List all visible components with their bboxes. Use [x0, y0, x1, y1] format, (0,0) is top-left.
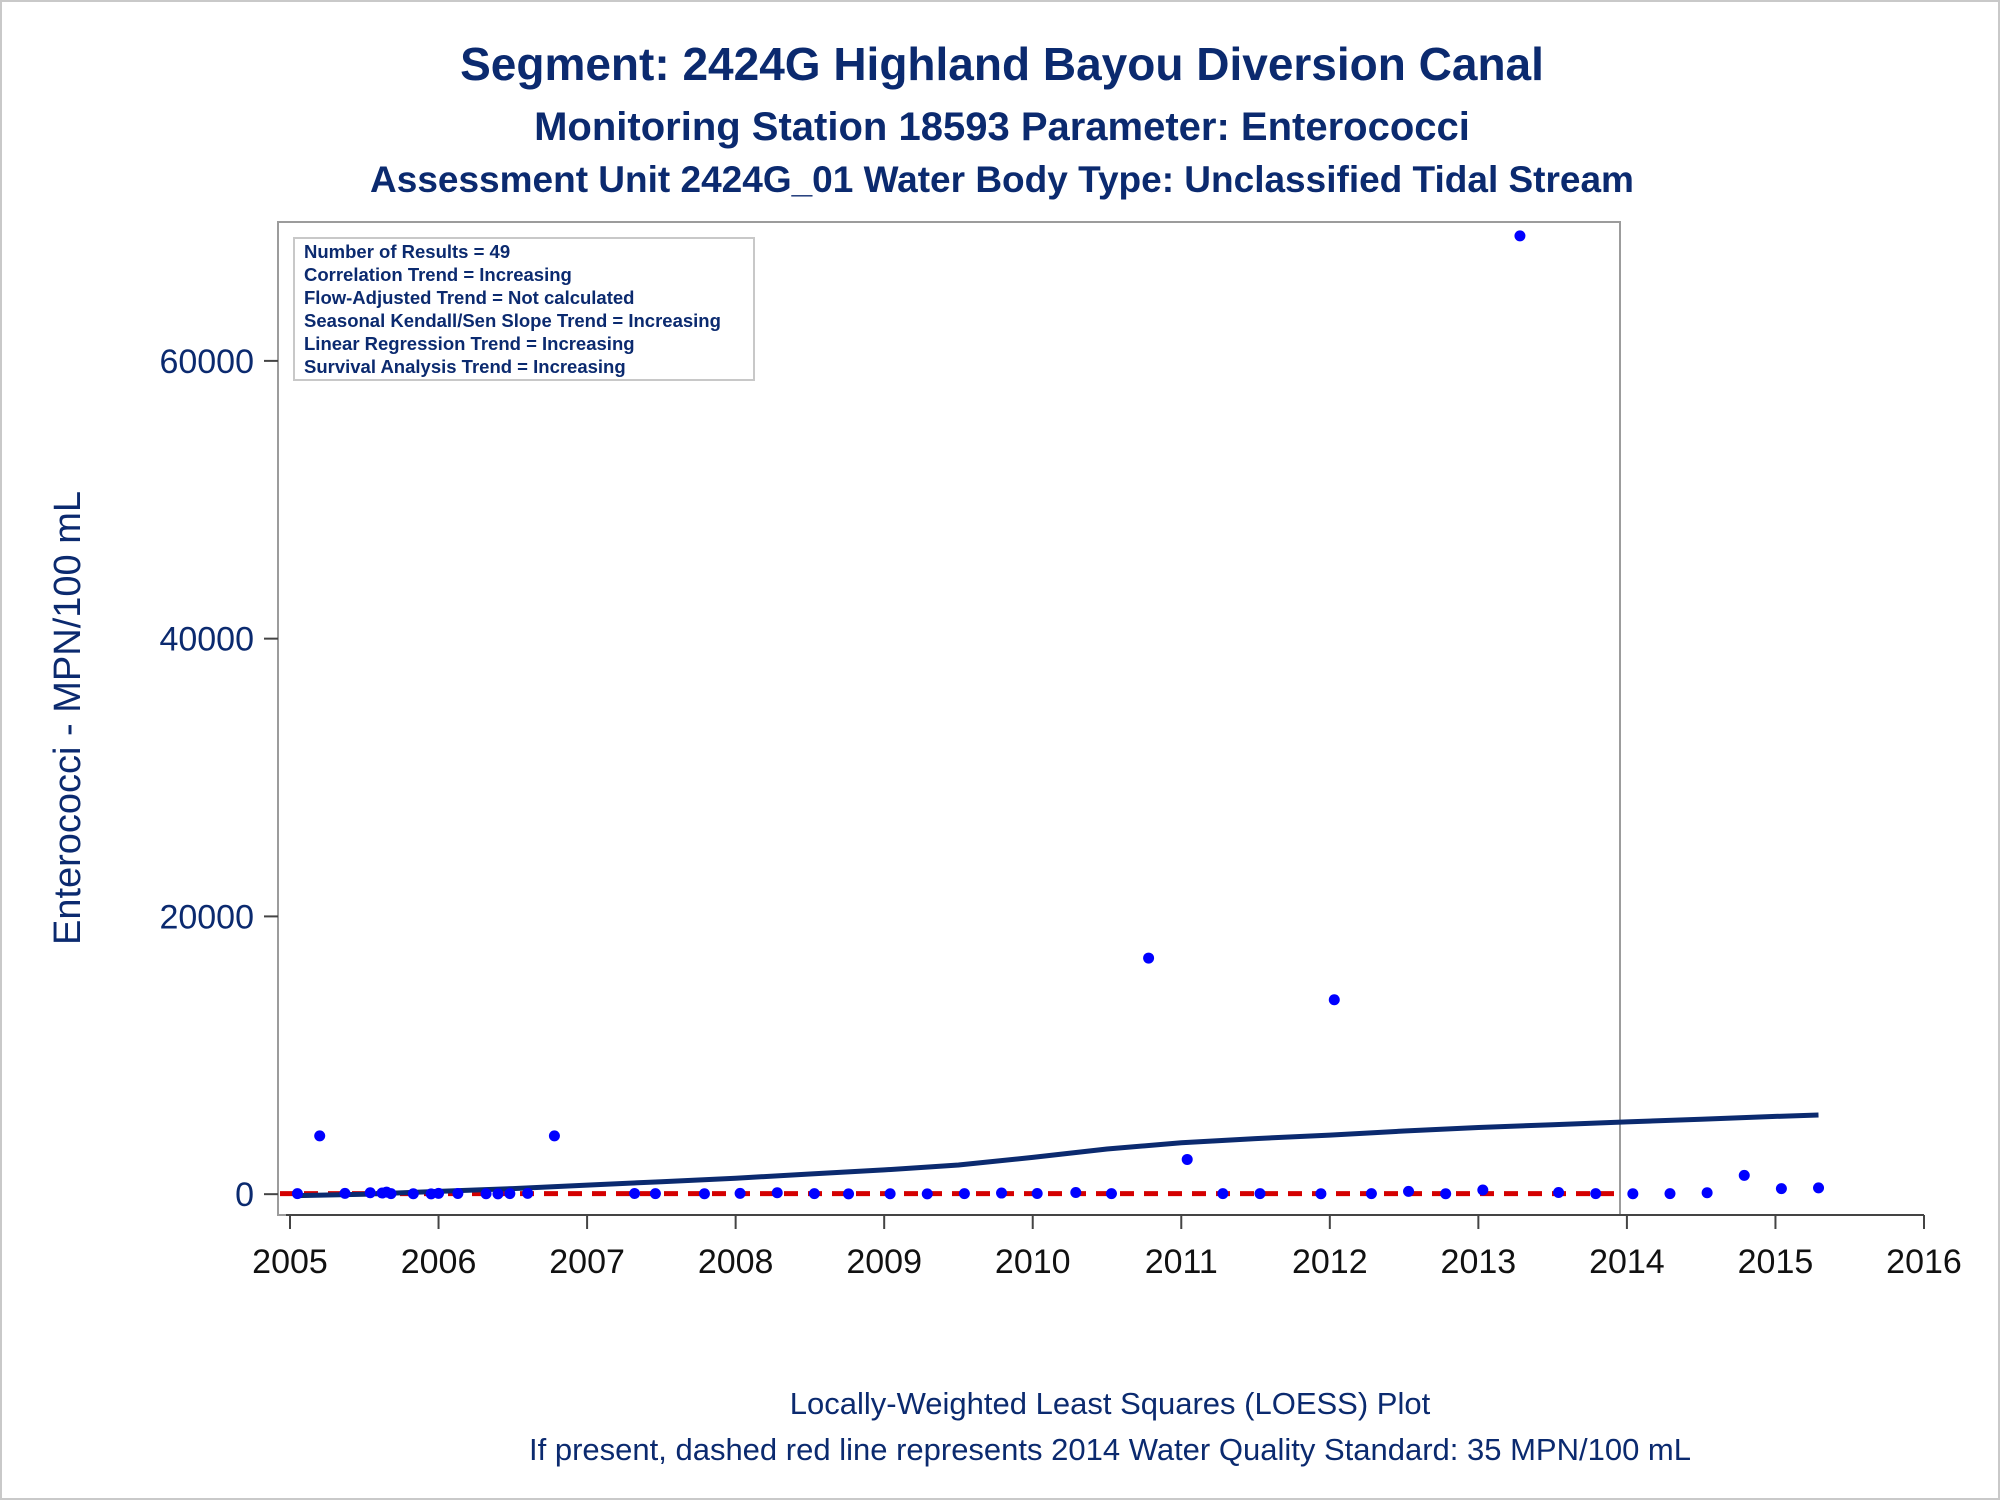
data-point [407, 1188, 419, 1200]
data-point [1738, 1169, 1750, 1181]
data-point [548, 1130, 560, 1142]
data-point [504, 1188, 516, 1200]
data-point [1627, 1188, 1639, 1200]
data-point [1143, 952, 1155, 964]
data-point [492, 1188, 504, 1200]
footnote-line: If present, dashed red line represents 2… [529, 1432, 1691, 1467]
chart-subtitle: Monitoring Station 18593 Parameter: Ente… [534, 105, 1470, 149]
y-tick-label: 60000 [159, 343, 254, 381]
data-point [698, 1188, 710, 1200]
data-point [1775, 1183, 1787, 1195]
data-point [1440, 1188, 1452, 1200]
footnote-line: Locally-Weighted Least Squares (LOESS) P… [790, 1386, 1431, 1421]
inset-line: Survival Analysis Trend = Increasing [304, 356, 626, 377]
inset-line: Correlation Trend = Increasing [304, 264, 572, 285]
data-point [291, 1188, 303, 1200]
x-tick-label: 2006 [401, 1243, 477, 1281]
data-point [1365, 1188, 1377, 1200]
inset-line: Number of Results = 49 [304, 241, 510, 262]
data-point [1403, 1185, 1415, 1197]
inset-line: Seasonal Kendall/Sen Slope Trend = Incre… [304, 310, 721, 331]
data-point [921, 1188, 933, 1200]
x-tick-label: 2012 [1292, 1243, 1368, 1281]
y-axis: 0 20000 40000 60000 [159, 343, 278, 1214]
data-point [1328, 994, 1340, 1006]
x-tick-label: 2005 [252, 1243, 328, 1281]
data-point [381, 1186, 393, 1198]
data-point [452, 1187, 464, 1199]
stats-inset-box [293, 237, 755, 381]
data-point [364, 1187, 376, 1199]
data-point [1315, 1188, 1327, 1200]
data-point [884, 1188, 896, 1200]
data-point [1590, 1188, 1602, 1200]
data-point [1514, 230, 1526, 242]
data-point [314, 1130, 326, 1142]
data-point [1813, 1182, 1825, 1194]
x-tick-label: 2007 [549, 1243, 625, 1281]
x-tick-label: 2008 [698, 1243, 774, 1281]
x-tick-label: 2013 [1441, 1243, 1517, 1281]
data-point [1070, 1187, 1082, 1199]
inset-line: Linear Regression Trend = Increasing [304, 333, 635, 354]
y-tick-label: 40000 [159, 621, 254, 659]
plot-area [277, 221, 1621, 1216]
data-point [339, 1187, 351, 1199]
data-point [771, 1187, 783, 1199]
data-point [843, 1188, 855, 1200]
x-tick-label: 2010 [995, 1243, 1071, 1281]
data-point [1031, 1187, 1043, 1199]
data-point [1477, 1184, 1489, 1196]
y-tick-label: 20000 [159, 898, 254, 936]
points-layer [291, 230, 1825, 1200]
loess-curve [297, 1112, 1819, 1199]
data-point [1664, 1188, 1676, 1200]
x-tick-label: 2009 [846, 1243, 922, 1281]
data-point [1254, 1188, 1266, 1200]
x-tick-label: 2014 [1589, 1243, 1665, 1281]
x-tick-label: 2015 [1738, 1243, 1814, 1281]
x-tick-label: 2016 [1886, 1243, 1962, 1281]
loess-layer [297, 1112, 1819, 1199]
data-point [1701, 1187, 1713, 1199]
y-axis-label: Enterococci - MPN/100 mL [47, 491, 89, 945]
data-point [629, 1187, 641, 1199]
data-point [480, 1188, 492, 1200]
chart-title: Segment: 2424G Highland Bayou Diversion … [460, 38, 1544, 90]
footnotes: Locally-Weighted Least Squares (LOESS) P… [529, 1386, 1691, 1467]
inset-line: Flow-Adjusted Trend = Not calculated [304, 287, 634, 308]
x-axis: 2005 2006 2007 2008 2009 2010 2011 2012 2013 2014… [252, 1214, 1962, 1281]
y-tick-label: 0 [235, 1176, 254, 1214]
data-point [1553, 1187, 1565, 1199]
data-point [996, 1187, 1008, 1199]
data-point [649, 1188, 661, 1200]
data-point [1217, 1188, 1229, 1200]
chart-subtitle-2: Assessment Unit 2424G_01 Water Body Type… [370, 159, 1634, 200]
data-point [958, 1188, 970, 1200]
data-point [522, 1187, 534, 1199]
data-point [1105, 1188, 1117, 1200]
x-tick-label: 2011 [1145, 1243, 1218, 1281]
data-point [433, 1187, 445, 1199]
data-point [808, 1188, 820, 1200]
data-point [1181, 1153, 1193, 1165]
data-point [734, 1187, 746, 1199]
